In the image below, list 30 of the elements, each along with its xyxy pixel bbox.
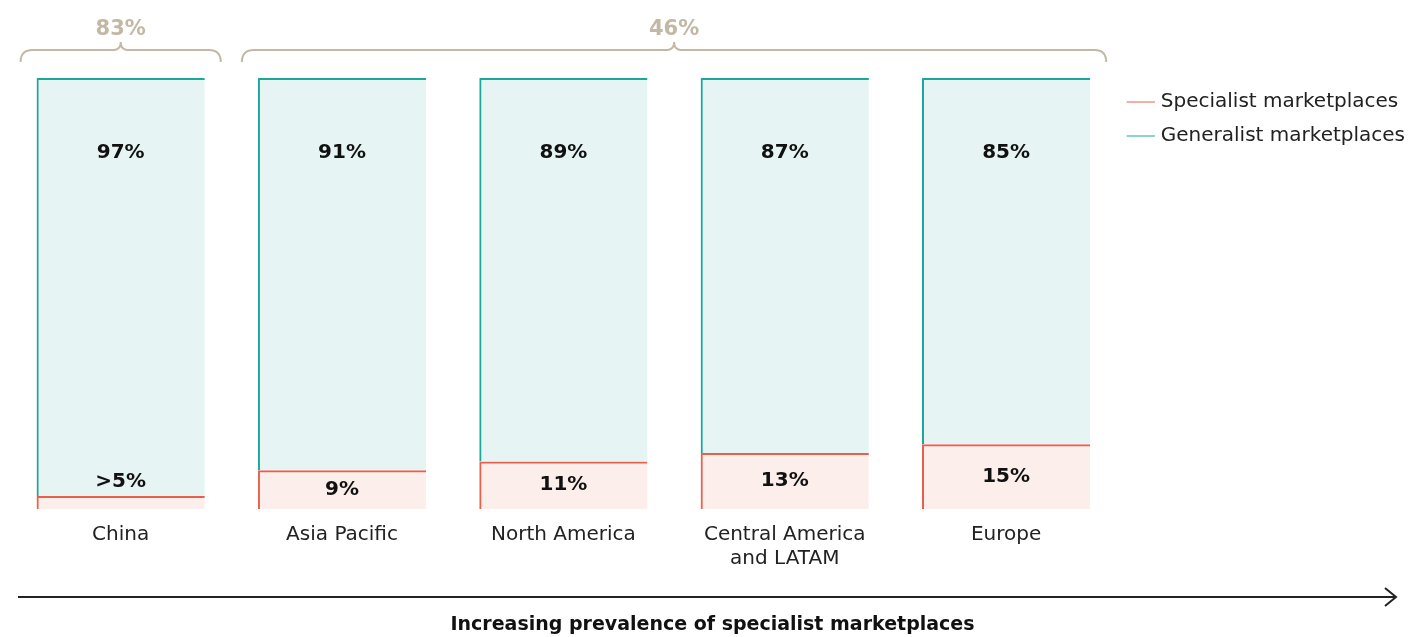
bar bbox=[257, 78, 427, 471]
x-axis-title: Increasing prevalence of specialist marketplaces bbox=[449, 612, 976, 634]
data-label: 85% bbox=[982, 139, 1031, 164]
data-label: 91% bbox=[318, 139, 366, 164]
text: 83% bbox=[95, 15, 146, 40]
x-tick-label: Central America and LATAM bbox=[703, 521, 866, 570]
bar bbox=[36, 496, 205, 509]
x-tick-label: Europe bbox=[970, 521, 1042, 546]
data-label: 15% bbox=[982, 462, 1031, 487]
bar bbox=[479, 78, 648, 462]
data-label: 9% bbox=[325, 475, 360, 500]
x-tick-label: Asia Pacific bbox=[286, 521, 398, 546]
bar bbox=[922, 78, 1091, 445]
bar bbox=[257, 470, 427, 509]
data-label: 13% bbox=[760, 467, 809, 492]
x-tick-label: China bbox=[92, 521, 150, 546]
bar bbox=[922, 444, 1091, 509]
legend-label: Generalist marketplaces bbox=[1160, 122, 1405, 147]
legend-label: Specialist marketplaces bbox=[1160, 88, 1399, 113]
data-label: 97% bbox=[96, 139, 145, 164]
data-label: 11% bbox=[539, 471, 588, 496]
bar bbox=[36, 78, 205, 497]
text: 46% bbox=[648, 15, 700, 40]
bar bbox=[700, 452, 869, 509]
data-label: 89% bbox=[539, 139, 588, 164]
data-label: >5% bbox=[95, 468, 147, 493]
bar bbox=[479, 461, 648, 509]
bar bbox=[700, 78, 869, 453]
x-tick-label: North America bbox=[491, 521, 636, 546]
data-label: 87% bbox=[760, 139, 809, 164]
